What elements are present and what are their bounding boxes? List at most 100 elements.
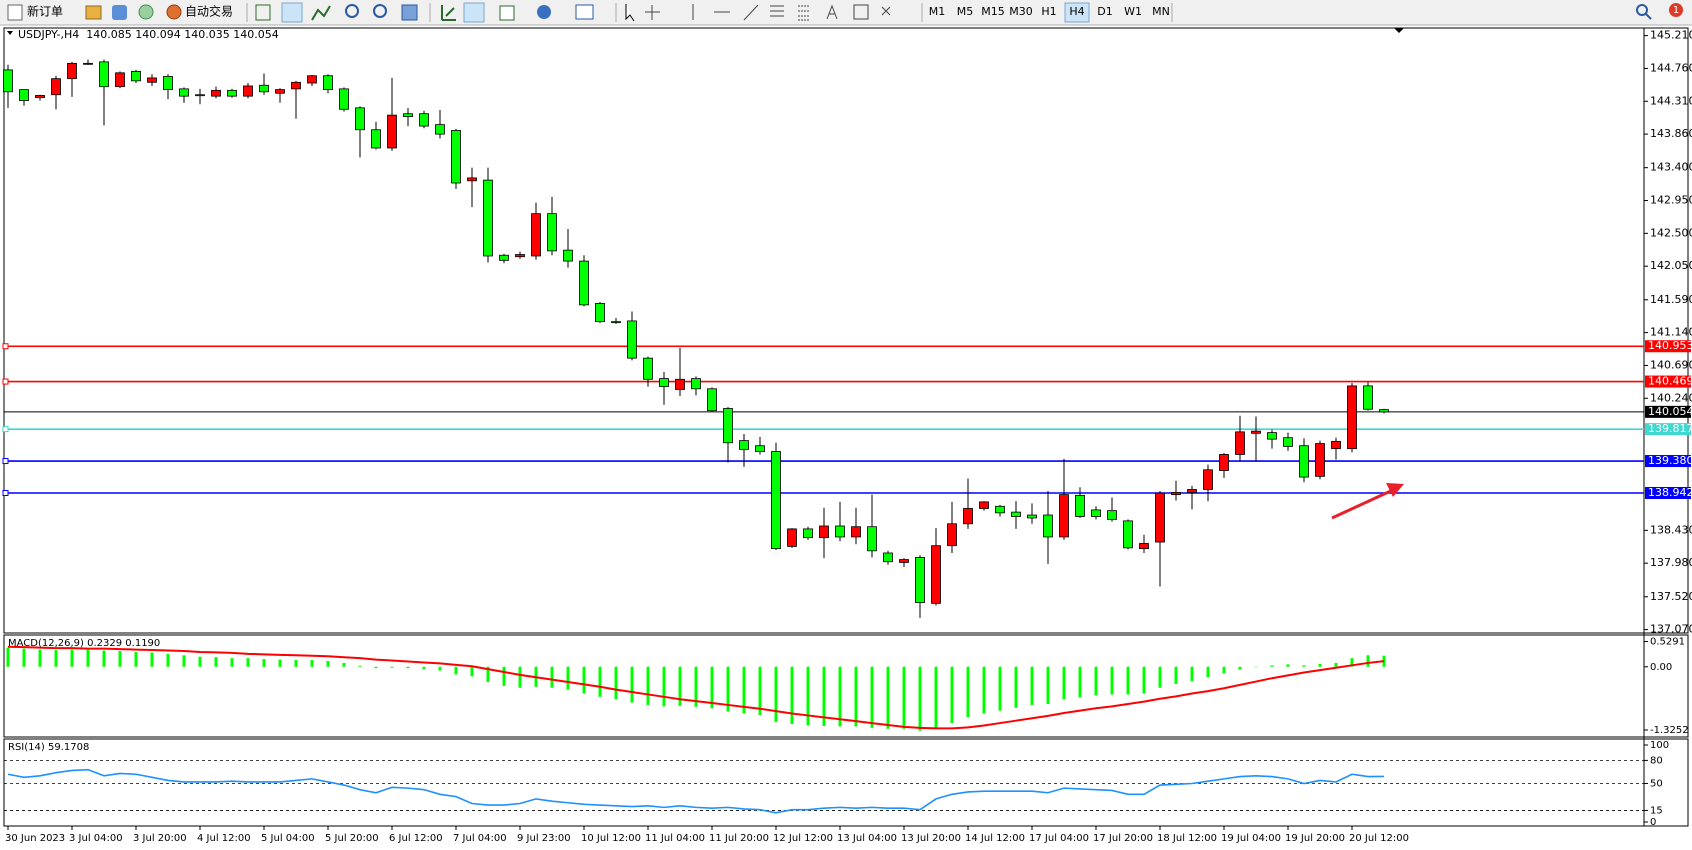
- icon[interactable]: [255, 4, 271, 21]
- icon[interactable]: [537, 5, 551, 19]
- notification-badge[interactable]: [1669, 3, 1683, 17]
- timeframe-button[interactable]: D1: [1097, 5, 1112, 18]
- y-tick-label: 143.400: [1650, 161, 1692, 174]
- level-label: 138.942: [1648, 486, 1692, 499]
- macd-bar: [70, 649, 74, 667]
- annotation-arrow: [1331, 487, 1396, 520]
- x-tick-label: 3 Jul 20:00: [133, 833, 187, 844]
- search-icon[interactable]: [1645, 13, 1652, 20]
- candle-body: [83, 62, 93, 65]
- candle-body: [259, 84, 269, 93]
- new-order-icon[interactable]: [7, 4, 23, 21]
- macd-bar: [854, 666, 858, 727]
- candle-body: [755, 445, 765, 452]
- macd-bar: [1350, 658, 1354, 667]
- icon[interactable]: [499, 5, 515, 21]
- candle-body: [563, 249, 573, 262]
- candle-body: [243, 85, 253, 97]
- level-label-bg: [1645, 486, 1691, 499]
- macd-bar: [374, 666, 378, 669]
- timeframe-button[interactable]: M15: [981, 5, 1005, 18]
- icon[interactable]: [138, 4, 154, 20]
- level-label-bg: [1645, 375, 1691, 388]
- macd-bar: [150, 652, 154, 667]
- macd-bar: [678, 666, 682, 706]
- candle-body: [659, 378, 669, 387]
- x-tick-label: 17 Jul 20:00: [1093, 833, 1153, 844]
- rsi-line: [7, 768, 1385, 814]
- zoom-in-icon[interactable]: [345, 4, 359, 18]
- candle-body: [1091, 509, 1101, 517]
- macd-bar: [246, 658, 250, 667]
- level-handle: [2, 343, 9, 350]
- level-label-bg: [1645, 405, 1691, 418]
- timeframe-button[interactable]: H1: [1041, 5, 1056, 18]
- candle-body: [1267, 432, 1277, 440]
- timeframe-button[interactable]: M1: [929, 5, 946, 18]
- timeframe-button[interactable]: M30: [1009, 5, 1033, 18]
- candle-body: [307, 75, 317, 84]
- zoom-out-icon[interactable]: [373, 4, 387, 18]
- crosshair-icon[interactable]: [645, 5, 660, 20]
- y-tick-label: 141.140: [1650, 326, 1692, 339]
- channel-icon[interactable]: [770, 5, 784, 17]
- level-handle: [2, 458, 9, 465]
- icon[interactable]: [311, 5, 331, 21]
- candle-body: [275, 89, 285, 94]
- macd-bar: [1318, 663, 1322, 667]
- new-order[interactable]: 新订单: [27, 4, 63, 19]
- candle-body: [979, 501, 989, 509]
- text-icon[interactable]: [826, 4, 838, 20]
- trendline-icon[interactable]: [743, 4, 759, 21]
- icon[interactable]: [401, 4, 418, 21]
- plot: 145.210 144.760 144.310 143.860 143.400 142.9…: [2, 29, 1692, 844]
- candle-body: [67, 62, 77, 80]
- auto-trading-icon[interactable]: [166, 4, 182, 20]
- candle-body: [451, 130, 461, 184]
- rsi-title: RSI(14) 59.1708: [8, 742, 89, 753]
- candle-body: [323, 75, 333, 91]
- y-tick-label: 15: [1650, 805, 1663, 816]
- fibo-icon[interactable]: [798, 5, 810, 21]
- macd-bar: [518, 666, 522, 688]
- level-handle: [2, 489, 9, 496]
- timeframe-button[interactable]: M5: [957, 5, 974, 18]
- icon[interactable]: [463, 2, 485, 23]
- symbol-menu-arrow[interactable]: [7, 31, 13, 35]
- macd-bar: [950, 666, 954, 724]
- timeframe-button[interactable]: MN: [1152, 5, 1170, 18]
- candle-body: [3, 69, 13, 93]
- icon[interactable]: [281, 2, 303, 23]
- arrows-icon[interactable]: [881, 6, 891, 16]
- macd-bar: [1190, 666, 1194, 682]
- candle-body: [787, 528, 797, 547]
- chart-header: USDJPY-,H4 140.085 140.094 140.035 140.0…: [18, 28, 279, 41]
- candle-body: [195, 94, 205, 97]
- y-tick-label: 142.500: [1650, 226, 1692, 239]
- candle-body: [387, 114, 397, 149]
- macd-bar: [614, 666, 618, 700]
- notification-count: 1: [1673, 5, 1679, 16]
- x-tick-label: 17 Jul 04:00: [1029, 833, 1089, 844]
- x-tick-label: 18 Jul 12:00: [1157, 833, 1217, 844]
- chart-shift-marker: [1394, 28, 1404, 33]
- icon[interactable]: [441, 5, 456, 21]
- label-icon[interactable]: [853, 4, 869, 20]
- search-icon[interactable]: [1636, 4, 1648, 16]
- macd-bar: [214, 657, 218, 667]
- candle-body: [19, 89, 29, 101]
- macd-bar: [406, 666, 410, 669]
- icon[interactable]: [85, 5, 102, 20]
- timeframe-button[interactable]: W1: [1124, 5, 1142, 18]
- timeframe-button[interactable]: H4: [1069, 5, 1084, 18]
- candle-body: [1043, 514, 1053, 538]
- icon[interactable]: [575, 4, 594, 20]
- macd-title: MACD(12,26,9) 0.2329 0.1190: [8, 638, 160, 649]
- cursor-icon[interactable]: [625, 4, 635, 22]
- macd-bar: [182, 655, 186, 667]
- auto-trading[interactable]: 自动交易: [185, 4, 233, 19]
- y-tick-label: 144.760: [1650, 61, 1692, 74]
- icon[interactable]: [112, 5, 127, 20]
- macd-bar: [342, 662, 346, 667]
